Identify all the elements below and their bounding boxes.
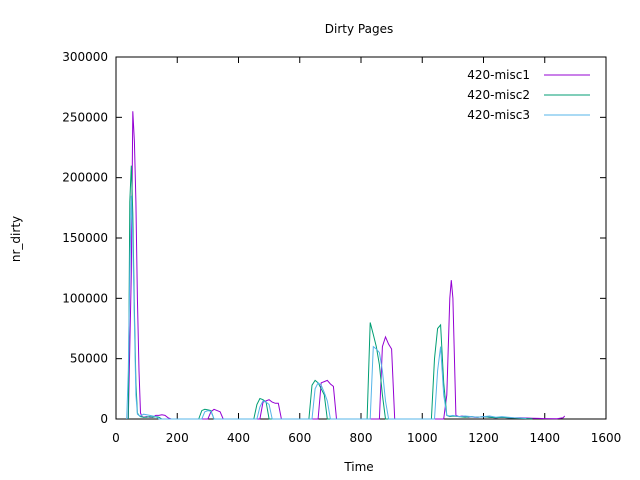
legend-label: 420-misc2: [467, 88, 530, 102]
y-tick-label: 300000: [62, 50, 108, 64]
x-tick-label: 1400: [529, 431, 560, 445]
legend: 420-misc1 420-misc2 420-misc3: [467, 68, 590, 122]
x-axis-label: Time: [343, 460, 373, 474]
y-tick-label: 250000: [62, 110, 108, 124]
series-line-420-misc1: [127, 111, 566, 420]
series-line-420-misc2: [127, 165, 533, 420]
x-tick-label: 1600: [591, 431, 622, 445]
x-tick-label: 600: [288, 431, 311, 445]
y-tick-label: 50000: [70, 352, 108, 366]
series-lines: [126, 111, 566, 420]
legend-label: 420-misc3: [467, 108, 530, 122]
plot-border: [115, 56, 607, 420]
y-axis-label: nr_dirty: [9, 216, 23, 262]
axis-ticks: 0 200 400 600 800 1000 1200 1400 1600 0 50000 10000…: [62, 50, 621, 445]
legend-label: 420-misc1: [467, 68, 530, 82]
y-tick-label: 100000: [62, 291, 108, 305]
x-tick-label: 1000: [407, 431, 438, 445]
plot-frame: [115, 56, 607, 420]
x-tick-label: 800: [350, 431, 373, 445]
x-tick-label: 1200: [468, 431, 499, 445]
x-tick-label: 0: [112, 431, 120, 445]
y-tick-label: 150000: [62, 231, 108, 245]
series-line-420-misc3: [126, 195, 527, 420]
x-tick-label: 200: [166, 431, 189, 445]
x-tick-label: 400: [227, 431, 250, 445]
y-tick-label: 200000: [62, 171, 108, 185]
y-tick-label: 0: [100, 412, 108, 426]
chart-title: Dirty Pages: [325, 22, 393, 36]
